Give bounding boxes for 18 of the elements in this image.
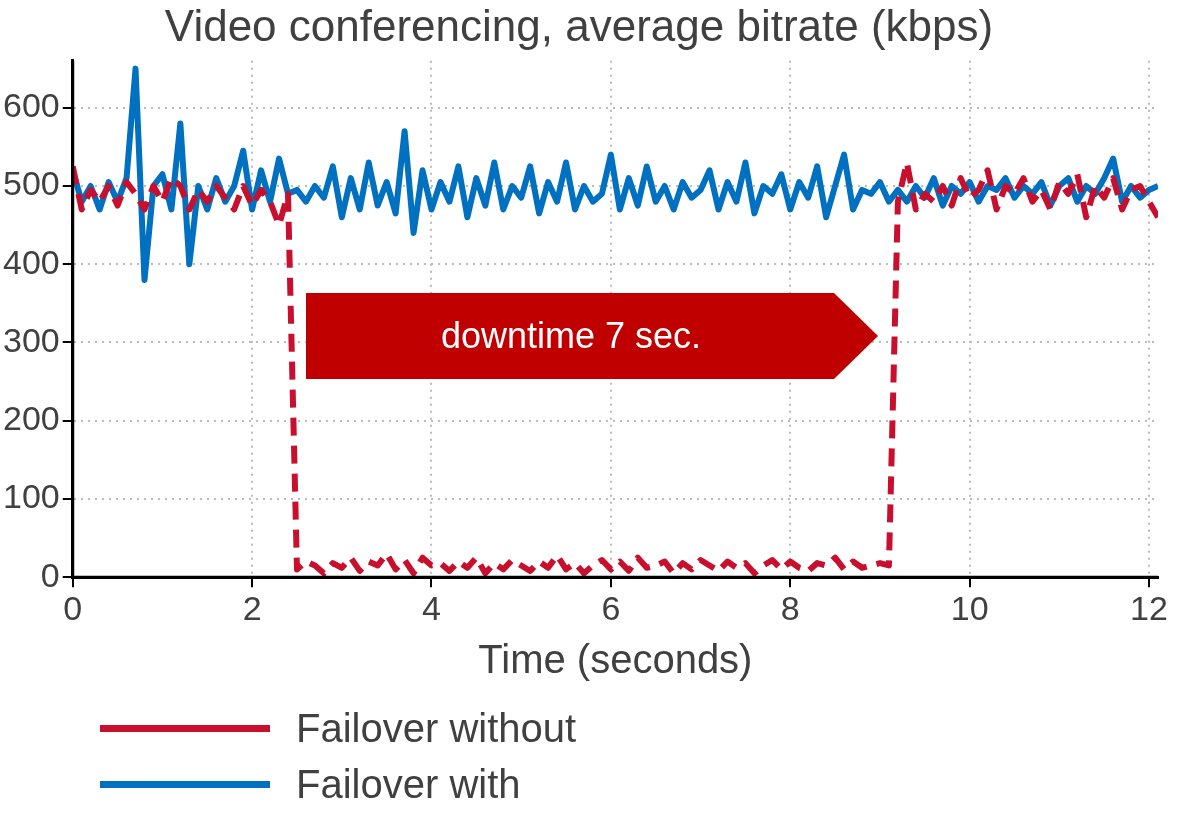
- legend-label: Failover with: [296, 761, 521, 808]
- x-tick-label: 2: [242, 588, 262, 627]
- x-axis-title: Time (seconds): [478, 637, 753, 682]
- x-tick-label: 12: [1130, 588, 1168, 627]
- y-tick-label: 600: [2, 86, 60, 125]
- x-tick-label: 8: [780, 588, 800, 627]
- x-tick-label: 4: [422, 588, 441, 627]
- chart-title: Video conferencing, average bitrate (kbps): [164, 0, 994, 50]
- y-tick-label: 0: [40, 555, 60, 594]
- y-tick-label: 500: [2, 164, 60, 203]
- legend-label: Failover without: [296, 705, 577, 752]
- x-tick-label: 6: [601, 588, 621, 627]
- annotation: downtime 7 sec.: [440, 314, 703, 359]
- x-tick-label: 10: [950, 588, 989, 627]
- y-tick-label: 100: [2, 477, 60, 516]
- y-tick-label: 400: [2, 242, 60, 281]
- y-tick-label: 200: [2, 399, 60, 438]
- y-tick-label: 300: [2, 320, 60, 359]
